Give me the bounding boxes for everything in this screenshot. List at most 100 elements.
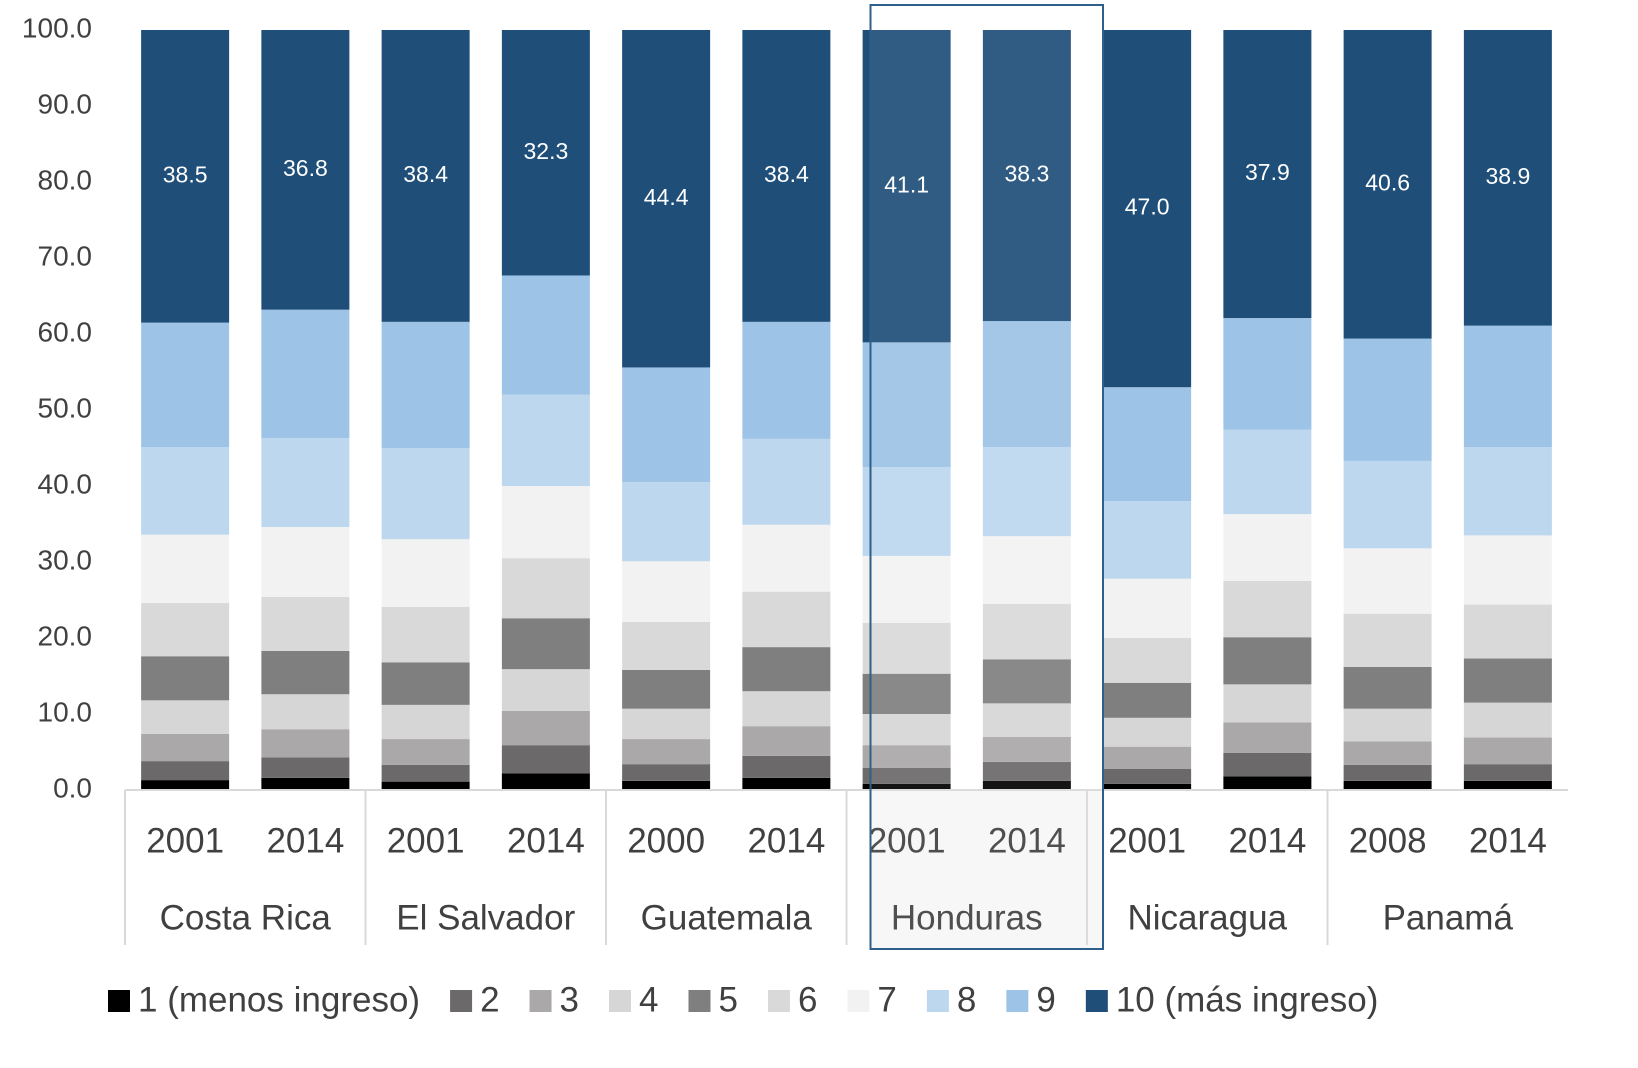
x-tick-label: 2014 xyxy=(747,821,825,860)
x-tick-label: 2014 xyxy=(988,821,1066,860)
legend-swatch xyxy=(847,990,870,1012)
bar-segment xyxy=(1103,682,1192,718)
bar-segment xyxy=(501,618,590,670)
bar-segment xyxy=(1343,548,1432,614)
highlight-box xyxy=(869,4,1104,950)
bar-segment xyxy=(862,622,951,674)
bar-segment xyxy=(381,606,470,663)
bar-segment xyxy=(622,739,711,765)
bar-segment xyxy=(261,30,350,310)
bar-segment xyxy=(862,714,951,746)
legend-swatch xyxy=(688,990,711,1012)
group-label: Nicaragua xyxy=(1127,898,1287,937)
bar-segment xyxy=(622,482,711,562)
y-tick-label: 70.0 xyxy=(38,240,93,271)
data-label: 41.1 xyxy=(884,171,929,197)
bar-segment xyxy=(622,764,711,781)
x-tick-label: 2001 xyxy=(1108,821,1186,860)
bar-segment xyxy=(1343,613,1432,667)
group-label: Costa Rica xyxy=(160,898,332,937)
bar-segment xyxy=(742,755,831,778)
bar-segment xyxy=(1343,708,1432,742)
bar-segment xyxy=(862,745,951,768)
bar-segment xyxy=(982,321,1071,448)
bar-segment xyxy=(1463,447,1552,536)
bar-segment xyxy=(501,394,590,486)
bar-segment xyxy=(381,739,470,765)
y-tick-label: 0.0 xyxy=(53,772,92,803)
bar-segment xyxy=(261,596,350,651)
y-tick-label: 30.0 xyxy=(38,544,93,575)
bar-segment xyxy=(1223,752,1312,777)
data-label: 38.3 xyxy=(1004,161,1049,187)
data-label: 44.4 xyxy=(644,184,689,210)
legend-swatch xyxy=(450,990,473,1012)
legend-label: 2 xyxy=(480,980,499,1019)
y-tick-label: 40.0 xyxy=(38,468,93,499)
bar-segment xyxy=(1223,514,1312,581)
x-tick-label: 2001 xyxy=(868,821,946,860)
bar-segment xyxy=(1223,318,1312,430)
bar-segment xyxy=(742,647,831,692)
bar-segment xyxy=(1223,429,1312,515)
bar-segment xyxy=(141,761,230,781)
legend-label: 6 xyxy=(798,980,817,1019)
bar-segment xyxy=(381,662,470,705)
bar-segment xyxy=(1103,578,1192,638)
bar-segment xyxy=(501,710,590,746)
bar-segment xyxy=(381,704,470,740)
bar-segment xyxy=(141,30,230,323)
bar-segment xyxy=(1343,741,1432,765)
bar-segment xyxy=(622,708,711,740)
bar-segment xyxy=(862,342,951,467)
data-label: 36.8 xyxy=(283,155,328,181)
bar-segment xyxy=(1463,535,1552,605)
bar-segment xyxy=(381,448,470,540)
legend-label: 3 xyxy=(560,980,579,1019)
group-label: El Salvador xyxy=(396,898,575,937)
bar-segment xyxy=(261,729,350,758)
bar-segment xyxy=(1103,501,1192,579)
bar-segment xyxy=(1103,746,1192,769)
y-tick-label: 90.0 xyxy=(38,88,93,119)
bar-segment xyxy=(261,438,350,528)
bar-segment xyxy=(982,536,1071,604)
x-tick-label: 2001 xyxy=(146,821,224,860)
bar-segment xyxy=(1343,30,1432,339)
bar-segment xyxy=(1103,387,1192,502)
y-tick-label: 20.0 xyxy=(38,620,93,651)
bar-segment xyxy=(1463,30,1552,326)
bar-segment xyxy=(862,555,951,623)
group-label: Panamá xyxy=(1383,898,1514,937)
bar-segment xyxy=(1223,722,1312,753)
bar-segment xyxy=(1103,30,1192,388)
data-label: 38.5 xyxy=(163,161,208,187)
bar-segment xyxy=(1103,638,1192,683)
x-tick-label: 2008 xyxy=(1349,821,1427,860)
highlight-background xyxy=(870,790,1103,948)
bar-segment xyxy=(1223,684,1312,723)
bar-segment xyxy=(622,669,711,709)
group-label: Honduras xyxy=(891,898,1043,937)
x-tick-label: 2014 xyxy=(266,821,344,860)
bar-segment xyxy=(1463,737,1552,765)
bar-segment xyxy=(1223,30,1312,319)
x-tick-label: 2014 xyxy=(507,821,585,860)
bar-segment xyxy=(862,767,951,784)
bar-segment xyxy=(141,322,230,448)
bar-segment xyxy=(982,780,1071,790)
bar-segment xyxy=(742,591,831,648)
bar-segment xyxy=(622,561,711,623)
bar-segment xyxy=(141,603,230,657)
bar-segment xyxy=(141,447,230,535)
y-tick-label: 50.0 xyxy=(38,392,93,423)
y-tick-label: 10.0 xyxy=(38,696,93,727)
bar-segment xyxy=(261,527,350,597)
x-tick-label: 2014 xyxy=(1469,821,1547,860)
bar-segment xyxy=(622,367,711,483)
y-tick-label: 100.0 xyxy=(22,12,92,43)
bar-segment xyxy=(501,745,590,774)
legend-swatch xyxy=(529,990,552,1012)
bar-segment xyxy=(1463,764,1552,781)
